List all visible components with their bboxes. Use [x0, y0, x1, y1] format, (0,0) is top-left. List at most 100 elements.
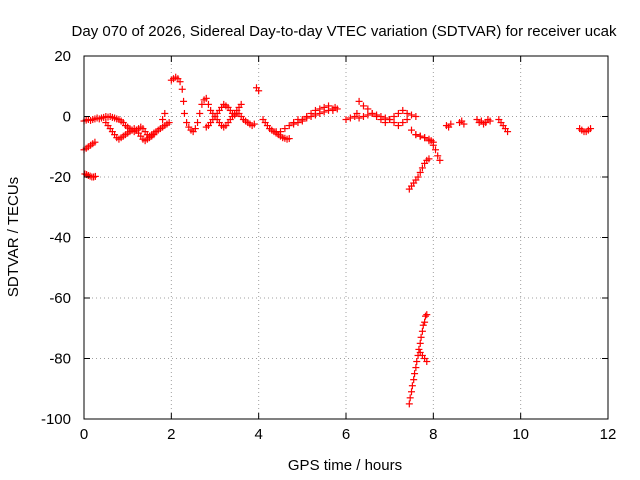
x-tick-label: 4 [254, 426, 262, 443]
data-point [414, 173, 422, 181]
data-point [277, 128, 284, 136]
data-point [355, 97, 363, 105]
data-point [425, 155, 433, 163]
data-point [408, 388, 415, 396]
data-point [423, 311, 431, 319]
data-point [412, 131, 420, 139]
data-point [355, 114, 363, 122]
data-points [80, 73, 595, 408]
data-point [486, 117, 494, 125]
data-point [285, 122, 293, 130]
data-point [180, 109, 188, 117]
data-point [307, 113, 315, 120]
data-point [364, 105, 372, 113]
y-tick-label: 20 [54, 48, 71, 65]
data-point [436, 156, 444, 164]
data-point [418, 164, 426, 172]
data-point [416, 168, 424, 176]
data-point [381, 114, 389, 122]
data-point [377, 113, 385, 120]
data-point [425, 137, 433, 145]
data-point [176, 78, 184, 86]
data-point [412, 364, 420, 372]
y-tick-label: -80 [49, 351, 71, 368]
data-point [255, 87, 263, 95]
data-point [281, 125, 289, 133]
data-point [165, 119, 173, 127]
data-point [587, 125, 595, 133]
data-point [198, 100, 206, 108]
data-point [178, 85, 186, 93]
data-point [429, 141, 437, 149]
data-point [359, 113, 367, 120]
data-point [411, 370, 419, 378]
data-point [413, 358, 421, 366]
data-point [150, 131, 158, 139]
y-axis-label: SDTVAR / TECUs [5, 177, 22, 297]
data-point [237, 100, 245, 108]
data-point [159, 116, 167, 124]
data-point [421, 318, 429, 326]
data-point [408, 126, 415, 134]
data-point [91, 172, 99, 180]
data-point [390, 119, 398, 127]
data-point [403, 116, 411, 124]
data-point [202, 94, 210, 102]
data-point [386, 116, 394, 124]
data-point [447, 120, 455, 128]
data-point [194, 119, 202, 127]
data-point [415, 345, 423, 353]
data-point [191, 125, 199, 133]
x-tick-label: 10 [512, 426, 529, 443]
x-tick-label: 2 [167, 426, 175, 443]
data-point [303, 114, 311, 122]
data-point [410, 376, 418, 384]
data-point [421, 134, 429, 142]
data-point [250, 120, 258, 128]
data-point [183, 119, 191, 127]
x-tick-label: 0 [80, 426, 88, 443]
data-point [408, 111, 415, 119]
data-point [84, 171, 92, 179]
data-point [394, 109, 402, 117]
data-point [394, 122, 402, 130]
data-point [399, 119, 407, 127]
x-tick-label: 8 [429, 426, 437, 443]
data-point [359, 102, 367, 110]
data-point [329, 105, 337, 113]
data-point [416, 132, 424, 140]
data-point [373, 111, 381, 119]
data-point [90, 173, 98, 181]
data-point [390, 113, 398, 120]
x-tick-label: 6 [342, 426, 350, 443]
axis-ticks: 0 2 4 6 8 10 12 -100 -80 -60 -40 -20 0 20 [41, 48, 616, 443]
data-point [403, 109, 411, 117]
data-point [399, 106, 407, 114]
x-axis-label: GPS time / hours [288, 457, 402, 474]
data-point [196, 109, 204, 117]
data-point [325, 106, 333, 114]
data-point [432, 146, 440, 154]
data-point [346, 114, 354, 122]
data-point [91, 138, 99, 146]
data-point [434, 152, 442, 160]
data-point [290, 119, 298, 127]
data-point [204, 100, 212, 108]
data-point [180, 97, 188, 105]
data-point [408, 382, 416, 390]
data-point [418, 327, 426, 335]
y-tick-label: -20 [49, 169, 71, 186]
data-point [416, 339, 424, 347]
data-point [320, 108, 328, 116]
x-tick-label: 12 [600, 426, 617, 443]
data-point [311, 111, 319, 119]
data-point [460, 120, 468, 128]
data-point [294, 116, 302, 124]
data-point [419, 321, 427, 329]
y-tick-label: 0 [63, 109, 71, 126]
data-point [161, 109, 169, 117]
data-point [406, 394, 414, 402]
data-point [368, 109, 376, 117]
data-point [423, 358, 431, 366]
